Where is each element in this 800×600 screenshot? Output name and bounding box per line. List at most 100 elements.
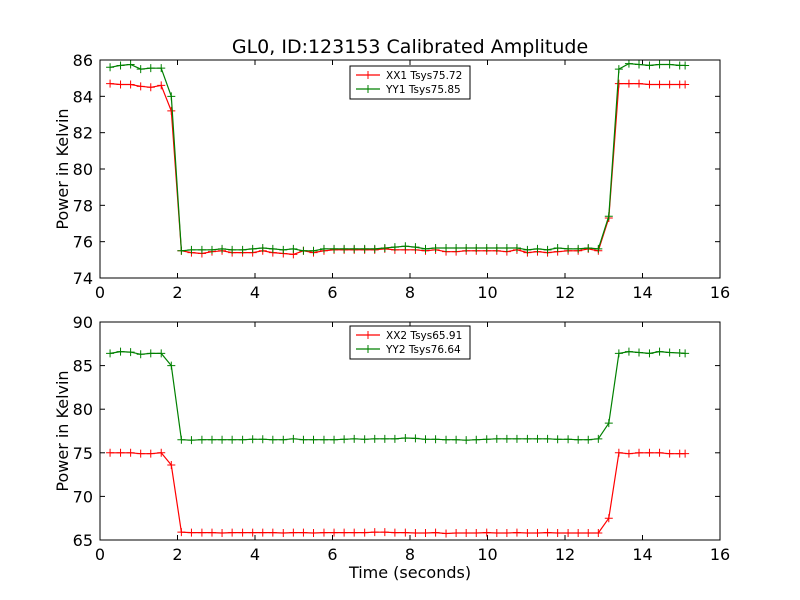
bottom-series-yy2-point	[126, 348, 135, 357]
top-x-tick-label: 14	[632, 283, 652, 302]
bottom-legend-entry-xx2-marker	[364, 331, 372, 339]
bottom-series-yy2-point	[492, 434, 501, 443]
bottom-panel: 0 2 4 6 8 10 12 14 16 65 70 75 80 85 90 Power in Kelvin…	[53, 313, 730, 564]
top-series-yy1-point	[401, 242, 410, 251]
top-legend-entry-xx1-marker	[364, 71, 372, 79]
bottom-y-tick-label: 75	[73, 444, 93, 463]
bottom-series-yy2-point	[523, 434, 532, 443]
top-series-yy1-point	[411, 243, 420, 252]
bottom-series-yy2-point	[472, 435, 481, 444]
top-series-yy1-point	[167, 92, 176, 101]
bottom-series-yy2-point	[543, 434, 552, 443]
top-series-yy1-point	[350, 244, 359, 253]
top-series-xx1-point	[157, 81, 166, 90]
top-series-yy1-point	[665, 60, 674, 69]
top-series-yy1-point	[126, 60, 135, 69]
top-y-tick-label: 84	[73, 87, 93, 106]
bottom-series-xx2-point	[421, 529, 430, 538]
top-series-xx1-point	[146, 83, 155, 92]
bottom-series-xx2-point	[462, 529, 471, 538]
top-series-yy1-point	[390, 243, 399, 252]
top-legend: XX1 Tsys75.72 YY1 Tsys75.85	[349, 65, 471, 100]
top-series-xx1-point	[645, 80, 654, 89]
bottom-series-yy2-point	[645, 349, 654, 358]
bottom-series-yy2-point	[584, 435, 593, 444]
bottom-series-xx2-point	[319, 528, 328, 537]
bottom-series-xx2-point	[330, 528, 339, 537]
bottom-x-tick-label: 14	[632, 545, 652, 564]
top-series-yy1-point	[207, 245, 216, 254]
bottom-series-yy2-point	[411, 434, 420, 443]
top-series-yy1-point	[462, 244, 471, 253]
bottom-series-xx2-point	[452, 529, 461, 538]
top-series-yy1-point	[187, 245, 196, 254]
bottom-y-tick-label: 85	[73, 357, 93, 376]
top-legend-box	[349, 65, 471, 100]
top-series-xx1-point	[665, 80, 674, 89]
top-x-tick-label: 8	[405, 283, 415, 302]
top-series-yy1-point	[360, 244, 369, 253]
bottom-legend: XX2 Tsys65.91 YY2 Tsys76.64	[349, 325, 471, 360]
top-series-xx1-point	[614, 79, 623, 88]
bottom-x-tick-label: 10	[477, 545, 497, 564]
bottom-series-xx2-point	[543, 528, 552, 537]
bottom-series-xx2-point	[553, 529, 562, 538]
top-series-yy1-point	[604, 212, 613, 221]
top-series-yy1-point	[421, 244, 430, 253]
bottom-series-yy2-point	[289, 434, 298, 443]
bottom-legend-box	[349, 325, 471, 360]
bottom-series-yy2-point	[207, 435, 216, 444]
top-x-tick-label: 2	[172, 283, 182, 302]
bottom-series-xx2-point	[218, 529, 227, 538]
bottom-series-yy2-point	[238, 435, 247, 444]
top-y-tick-label: 76	[73, 233, 93, 252]
bottom-series-yy2-point	[635, 348, 644, 357]
bottom-series-xx2	[106, 448, 690, 538]
bottom-x-tick-label: 8	[405, 545, 415, 564]
bottom-series-xx2-point	[268, 528, 277, 537]
top-legend-entry-yy1-label: YY1 Tsys75.85	[385, 84, 461, 96]
bottom-series-yy2-point	[564, 435, 573, 444]
top-series-yy1-point	[492, 244, 501, 253]
top-series-yy1-point	[512, 244, 521, 253]
bottom-series-yy2-point	[574, 435, 583, 444]
bottom-series-yy2-point	[452, 435, 461, 444]
top-series-yy1-point	[645, 61, 654, 70]
top-series-yy1-point	[116, 61, 125, 70]
bottom-series-yy2-point	[655, 347, 664, 356]
bottom-series-yy2-point	[482, 435, 491, 444]
bottom-plot-frame	[99, 321, 721, 541]
top-series-yy1-point	[228, 245, 237, 254]
top-legend-entry-xx1: XX1 Tsys75.72	[356, 70, 462, 82]
bottom-series-xx2-line	[110, 452, 686, 535]
bottom-series-xx2-point	[645, 448, 654, 457]
bottom-series-yy2-point	[502, 434, 511, 443]
bottom-series-yy2-point	[197, 435, 206, 444]
bottom-series-yy2-point	[268, 435, 277, 444]
top-series-xx1-point	[635, 79, 644, 88]
top-series-yy1-point	[309, 246, 318, 255]
bottom-series-xx2-point	[492, 529, 501, 538]
bottom-legend-entry-yy2: YY2 Tsys76.64	[356, 344, 461, 356]
top-series-yy1-point	[681, 61, 690, 70]
bottom-x-tick-label: 2	[172, 545, 182, 564]
bottom-series-yy2-point	[380, 434, 389, 443]
bottom-series-xx2-point	[604, 514, 613, 523]
bottom-series-yy2-point	[299, 435, 308, 444]
top-series-yy1-point	[472, 244, 481, 253]
bottom-series-yy2-point	[442, 435, 451, 444]
bottom-series-xx2-point	[390, 528, 399, 537]
bottom-series-yy2-point	[624, 347, 633, 356]
bottom-series-xx2-point	[340, 528, 349, 537]
top-series-yy1-point	[584, 244, 593, 253]
bottom-series-xx2-point	[116, 448, 125, 457]
top-series-yy1-point	[635, 60, 644, 69]
bottom-series-xx2-point	[502, 529, 511, 538]
top-plot-frame	[99, 59, 721, 279]
top-series-yy1-point	[452, 244, 461, 253]
bottom-series-xx2-point	[136, 449, 145, 458]
bottom-series-xx2-point	[309, 529, 318, 538]
bottom-series-xx2-point	[472, 529, 481, 538]
top-series-yy1-point	[655, 60, 664, 69]
bottom-series-xx2-point	[197, 528, 206, 537]
